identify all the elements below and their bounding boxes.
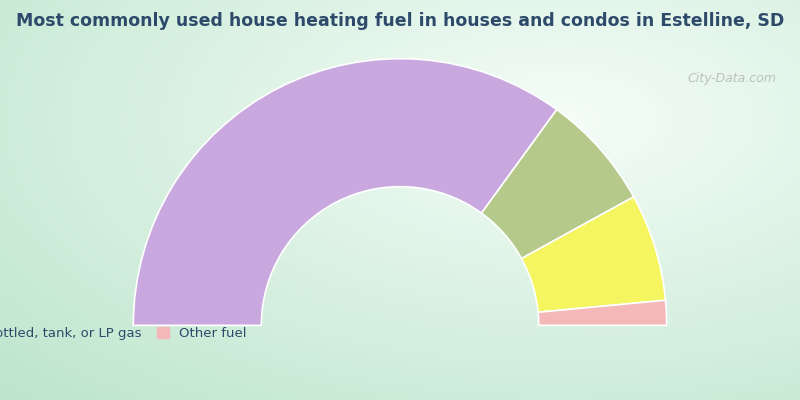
Text: City-Data.com: City-Data.com — [687, 72, 776, 85]
Wedge shape — [134, 59, 557, 325]
Wedge shape — [482, 110, 634, 258]
Text: Most commonly used house heating fuel in houses and condos in Estelline, SD: Most commonly used house heating fuel in… — [16, 12, 784, 30]
Wedge shape — [538, 300, 666, 325]
Wedge shape — [522, 197, 666, 312]
Legend: Utility gas, Electricity, Bottled, tank, or LP gas, Other fuel: Utility gas, Electricity, Bottled, tank,… — [0, 323, 250, 344]
